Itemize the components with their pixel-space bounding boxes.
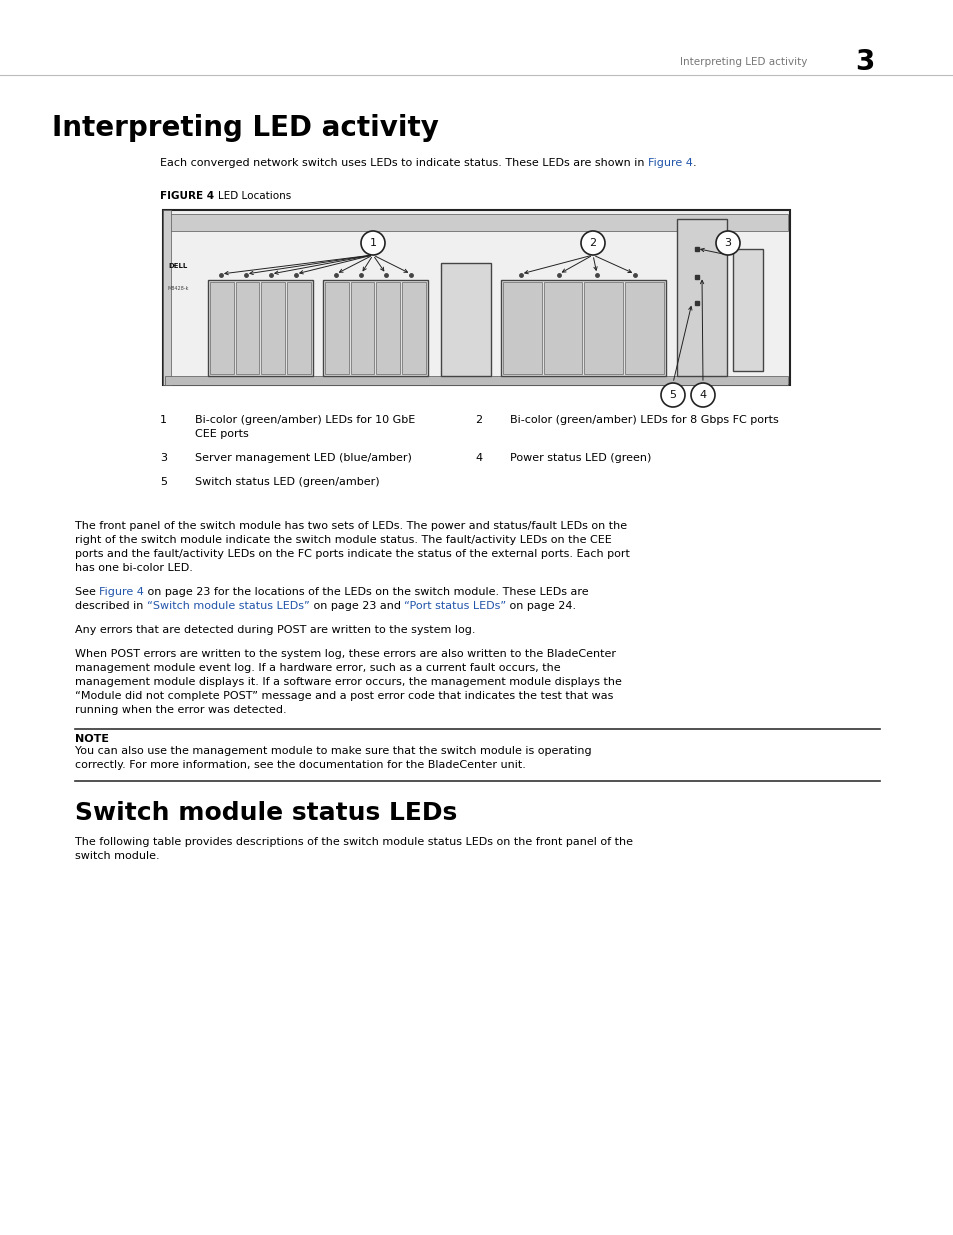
Text: 1: 1 xyxy=(160,415,167,425)
Text: DELL: DELL xyxy=(168,263,187,269)
Bar xyxy=(624,282,663,374)
Text: Switch status LED (green/amber): Switch status LED (green/amber) xyxy=(194,477,379,487)
Circle shape xyxy=(660,383,684,408)
Text: 1: 1 xyxy=(369,238,376,248)
Text: ports and the fault/activity LEDs on the FC ports indicate the status of the ext: ports and the fault/activity LEDs on the… xyxy=(75,550,629,559)
Text: Figure 4: Figure 4 xyxy=(647,158,692,168)
Bar xyxy=(500,280,665,377)
Text: 5: 5 xyxy=(669,390,676,400)
Text: Switch module status LEDs: Switch module status LEDs xyxy=(75,802,456,825)
Bar xyxy=(677,219,726,377)
Text: switch module.: switch module. xyxy=(75,851,159,861)
Text: “Port status LEDs”: “Port status LEDs” xyxy=(404,601,506,611)
Text: NOTE: NOTE xyxy=(75,734,109,743)
Text: M8428-k: M8428-k xyxy=(168,287,190,291)
Text: “Switch module status LEDs”: “Switch module status LEDs” xyxy=(147,601,310,611)
Text: 2: 2 xyxy=(589,238,596,248)
Text: 2: 2 xyxy=(475,415,481,425)
Text: Each converged network switch uses LEDs to indicate status. These LEDs are shown: Each converged network switch uses LEDs … xyxy=(160,158,647,168)
Text: Power status LED (green): Power status LED (green) xyxy=(510,453,651,463)
Bar xyxy=(402,282,426,374)
Text: FIGURE 4: FIGURE 4 xyxy=(160,191,213,201)
Text: Any errors that are detected during POST are written to the system log.: Any errors that are detected during POST… xyxy=(75,625,475,635)
Bar xyxy=(165,214,787,231)
Text: on page 23 for the locations of the LEDs on the switch module. These LEDs are: on page 23 for the locations of the LEDs… xyxy=(144,587,588,597)
Bar xyxy=(325,282,349,374)
Text: CEE ports: CEE ports xyxy=(194,429,249,438)
Text: You can also use the management module to make sure that the switch module is op: You can also use the management module t… xyxy=(75,746,591,756)
Bar xyxy=(732,248,762,372)
Text: LED Locations: LED Locations xyxy=(218,191,291,201)
Text: 5: 5 xyxy=(160,477,167,487)
Bar xyxy=(502,282,541,374)
Bar xyxy=(210,282,233,374)
Text: Interpreting LED activity: Interpreting LED activity xyxy=(679,57,806,67)
Text: on page 24.: on page 24. xyxy=(506,601,576,611)
Text: .: . xyxy=(692,158,696,168)
Bar xyxy=(208,280,313,377)
Text: “Module did not complete POST” message and a post error code that indicates the : “Module did not complete POST” message a… xyxy=(75,692,613,701)
Bar xyxy=(440,263,491,377)
Bar xyxy=(163,210,171,385)
Text: See: See xyxy=(75,587,99,597)
Text: 4: 4 xyxy=(475,453,481,463)
Circle shape xyxy=(690,383,714,408)
Bar xyxy=(323,280,428,377)
Text: correctly. For more information, see the documentation for the BladeCenter unit.: correctly. For more information, see the… xyxy=(75,760,525,769)
Text: running when the error was detected.: running when the error was detected. xyxy=(75,705,286,715)
Bar xyxy=(543,282,582,374)
Bar xyxy=(351,282,375,374)
Text: Bi-color (green/amber) LEDs for 10 GbE: Bi-color (green/amber) LEDs for 10 GbE xyxy=(194,415,415,425)
Text: The following table provides descriptions of the switch module status LEDs on th: The following table provides description… xyxy=(75,837,633,847)
Circle shape xyxy=(716,231,740,254)
Text: on page 23 and: on page 23 and xyxy=(310,601,404,611)
Text: has one bi-color LED.: has one bi-color LED. xyxy=(75,563,193,573)
Text: 4: 4 xyxy=(699,390,706,400)
Text: 3: 3 xyxy=(854,48,874,77)
Text: described in: described in xyxy=(75,601,147,611)
Text: 3: 3 xyxy=(160,453,167,463)
Bar xyxy=(235,282,259,374)
Text: Figure 4: Figure 4 xyxy=(99,587,144,597)
Text: Bi-color (green/amber) LEDs for 8 Gbps FC ports: Bi-color (green/amber) LEDs for 8 Gbps F… xyxy=(510,415,778,425)
Text: When POST errors are written to the system log, these errors are also written to: When POST errors are written to the syst… xyxy=(75,650,616,659)
Circle shape xyxy=(360,231,385,254)
Bar xyxy=(165,377,787,385)
Text: right of the switch module indicate the switch module status. The fault/activity: right of the switch module indicate the … xyxy=(75,535,611,545)
Text: Server management LED (blue/amber): Server management LED (blue/amber) xyxy=(194,453,412,463)
Bar xyxy=(287,282,311,374)
Text: 3: 3 xyxy=(723,238,731,248)
Bar xyxy=(261,282,285,374)
Bar xyxy=(584,282,622,374)
Bar xyxy=(376,282,400,374)
Circle shape xyxy=(580,231,604,254)
Bar xyxy=(163,210,789,385)
Text: management module displays it. If a software error occurs, the management module: management module displays it. If a soft… xyxy=(75,677,621,687)
Text: The front panel of the switch module has two sets of LEDs. The power and status/: The front panel of the switch module has… xyxy=(75,521,626,531)
Text: Interpreting LED activity: Interpreting LED activity xyxy=(52,114,438,142)
Text: management module event log. If a hardware error, such as a current fault occurs: management module event log. If a hardwa… xyxy=(75,663,560,673)
